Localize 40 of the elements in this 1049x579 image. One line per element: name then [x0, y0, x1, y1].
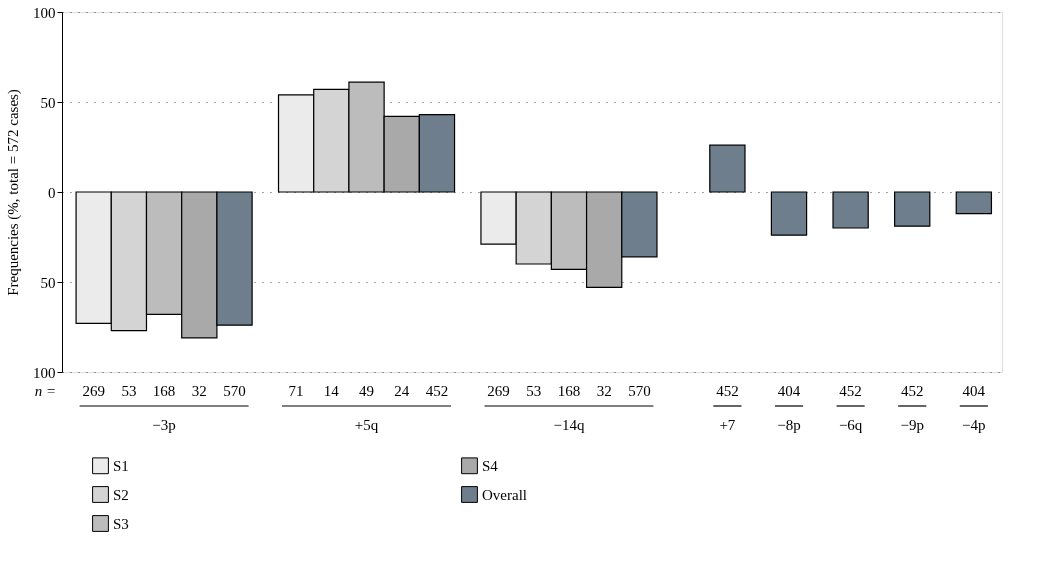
y-tick-label: 50	[40, 94, 56, 111]
text: 452	[425, 383, 449, 399]
x-tick-label: +5q	[354, 417, 379, 433]
y-tick-label: 100	[33, 364, 56, 381]
x-tick-label: −8p	[777, 417, 801, 433]
y-tick-label: 50	[40, 274, 56, 291]
text: 269	[487, 383, 510, 399]
legend-label: Overall	[482, 486, 527, 503]
text: 404	[962, 383, 986, 399]
text: 53	[526, 383, 542, 399]
legend-label: S3	[113, 515, 129, 532]
text: 32	[191, 383, 207, 399]
legend-label: S2	[113, 486, 129, 503]
x-tick-label: −6q	[838, 417, 863, 433]
x-tick-label: −4p	[962, 417, 986, 433]
text: 452	[900, 383, 924, 399]
x-tick-label: −3p	[152, 417, 176, 433]
text: 168	[152, 383, 176, 399]
text: 71	[288, 383, 304, 399]
text: 32	[596, 383, 612, 399]
text: 269	[82, 383, 105, 399]
y-tick-label: 100	[33, 4, 56, 21]
text: 49	[359, 383, 375, 399]
text: n =	[34, 383, 56, 399]
legend-label: S4	[482, 457, 499, 474]
text: 452	[716, 383, 739, 399]
text: 570	[223, 383, 246, 399]
text: 14	[323, 383, 340, 399]
x-tick-label: −9p	[900, 417, 924, 433]
legend-label: S1	[113, 457, 129, 474]
text: 452	[839, 383, 862, 399]
text: 570	[628, 383, 651, 399]
text: 168	[557, 383, 581, 399]
y-tick-label: 0	[48, 184, 56, 201]
text: 24	[394, 383, 410, 399]
y-axis-title: Frequencies (%, total = 572 cases)	[5, 89, 22, 296]
text: 404	[777, 383, 801, 399]
text: 53	[121, 383, 137, 399]
x-tick-label: +7	[719, 417, 736, 433]
x-tick-label: −14q	[553, 417, 585, 433]
